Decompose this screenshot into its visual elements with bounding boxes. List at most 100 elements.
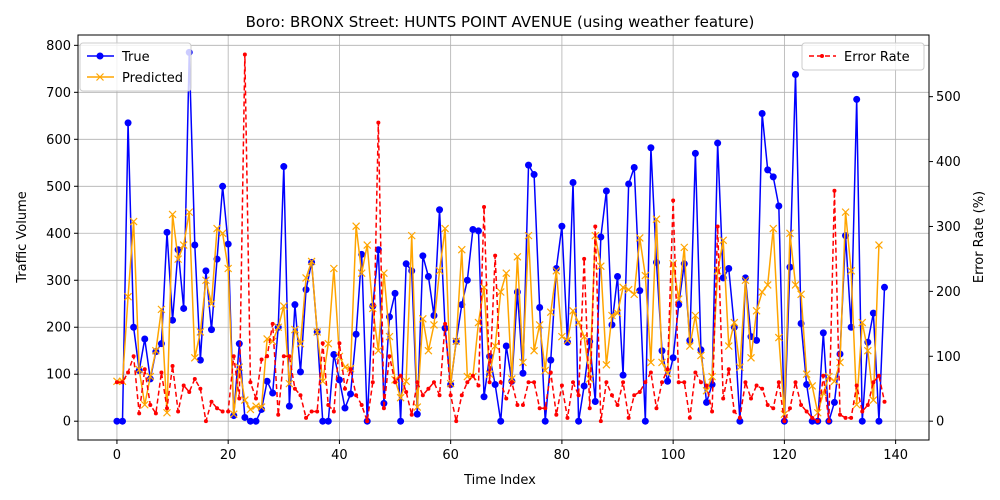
point-true <box>424 272 432 280</box>
point-error-rate <box>181 383 186 388</box>
point-error-rate <box>660 380 665 385</box>
point-predicted <box>446 379 455 388</box>
point-predicted <box>769 224 778 233</box>
point-true <box>497 417 505 425</box>
point-true <box>602 187 610 195</box>
point-true <box>285 402 293 410</box>
point-true <box>302 286 310 294</box>
point-true <box>397 417 405 425</box>
point-error-rate <box>176 409 181 414</box>
point-true <box>769 173 777 181</box>
point-true <box>419 252 427 260</box>
point-predicted <box>202 276 210 285</box>
point-predicted <box>435 266 444 275</box>
point-true <box>575 417 583 425</box>
point-true <box>191 241 199 249</box>
y2-tick-label: 400 <box>936 155 961 170</box>
point-error-rate <box>337 341 342 346</box>
point-true <box>241 413 249 421</box>
point-predicted <box>608 311 616 320</box>
y2-tick-label: 200 <box>936 285 961 300</box>
y2-ticks: 0 100 200 300 400 500 <box>929 90 961 430</box>
legend-left-box <box>79 42 192 92</box>
point-true <box>536 304 544 312</box>
point-predicted <box>691 311 700 320</box>
point-error-rate <box>470 373 475 378</box>
point-true <box>324 417 332 425</box>
point-predicted <box>552 266 561 275</box>
point-error-rate <box>270 321 275 326</box>
point-error-rate <box>537 406 542 411</box>
point-true <box>775 202 783 210</box>
point-error-rate <box>487 380 492 385</box>
point-true <box>647 144 655 152</box>
y2-tick-label: 300 <box>936 220 961 235</box>
point-true <box>391 289 399 297</box>
point-predicted <box>563 336 572 345</box>
point-error-rate <box>571 380 576 385</box>
point-error-rate <box>882 399 887 404</box>
chart-title: Boro: BRONX Street: HUNTS POINT AVENUE (… <box>246 13 755 31</box>
point-error-rate <box>393 380 398 385</box>
point-error-rate <box>832 188 837 193</box>
y-tick-label: 500 <box>46 180 71 195</box>
plot-frame <box>77 34 930 441</box>
point-error-rate <box>793 380 798 385</box>
point-error-rate <box>315 409 320 414</box>
point-true <box>525 161 533 169</box>
point-error-rate <box>815 419 820 424</box>
point-error-rate <box>654 406 659 411</box>
point-error-rate <box>609 393 614 398</box>
point-predicted <box>290 325 299 334</box>
point-error-rate <box>698 380 703 385</box>
point-predicted <box>680 243 689 252</box>
point-true <box>319 417 327 425</box>
point-true <box>547 356 555 364</box>
y-tick-label: 800 <box>46 39 71 54</box>
point-true <box>736 417 744 425</box>
point-predicted <box>513 252 522 261</box>
point-error-rate <box>838 412 843 417</box>
point-error-rate <box>281 354 286 359</box>
point-error-rate <box>398 373 403 378</box>
point-error-rate <box>865 402 870 407</box>
point-true <box>219 182 227 190</box>
point-true <box>402 260 410 268</box>
point-predicted <box>841 208 850 217</box>
point-true <box>341 404 349 412</box>
point-error-rate <box>231 354 236 359</box>
point-error-rate <box>437 393 442 398</box>
point-error-rate <box>459 393 464 398</box>
point-true <box>163 228 171 236</box>
point-predicted <box>151 346 160 355</box>
series-layer <box>113 48 889 425</box>
point-predicted <box>179 241 188 249</box>
point-error-rate <box>593 224 598 229</box>
point-error-rate <box>448 393 453 398</box>
point-true <box>691 149 699 157</box>
point-error-rate <box>209 399 214 404</box>
point-error-rate <box>726 367 731 372</box>
point-error-rate <box>253 396 258 401</box>
legend-left: True Predicted <box>79 42 192 92</box>
point-predicted <box>524 231 533 240</box>
point-true <box>591 397 599 405</box>
point-true <box>230 412 238 420</box>
point-predicted <box>646 358 655 367</box>
point-error-rate <box>376 120 381 125</box>
point-error-rate <box>120 380 125 385</box>
point-predicted <box>619 283 628 292</box>
point-error-rate <box>404 389 409 394</box>
point-error-rate <box>192 376 197 381</box>
point-error-rate <box>215 406 220 411</box>
point-error-rate <box>760 386 765 391</box>
legend-predicted-marker <box>96 73 104 81</box>
point-predicted <box>224 264 233 273</box>
point-predicted <box>213 224 221 233</box>
point-true <box>246 417 254 425</box>
point-true <box>269 389 277 397</box>
point-error-rate <box>810 415 815 420</box>
point-error-rate <box>126 370 131 375</box>
point-predicted <box>313 328 322 336</box>
point-true <box>741 274 749 282</box>
